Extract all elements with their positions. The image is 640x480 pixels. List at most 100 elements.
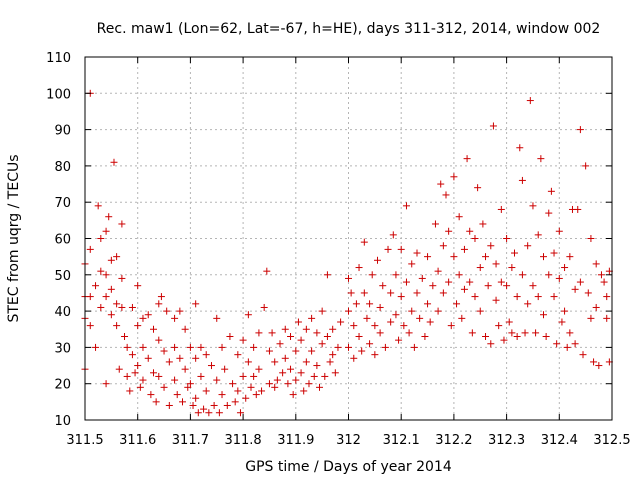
data-point — [107, 256, 115, 264]
data-point — [358, 347, 366, 355]
data-point — [550, 293, 558, 301]
data-point — [323, 271, 331, 279]
data-point — [553, 340, 561, 348]
data-point — [252, 391, 260, 399]
data-point — [234, 387, 242, 395]
data-point — [561, 307, 569, 315]
data-point — [392, 271, 400, 279]
data-point — [171, 376, 179, 384]
x-tick-label: 312.2 — [435, 433, 472, 448]
data-point — [302, 358, 310, 366]
data-point — [429, 282, 437, 290]
data-point — [318, 340, 326, 348]
x-tick-label: 312.1 — [383, 433, 420, 448]
y-tick-label: 30 — [54, 341, 71, 356]
data-point — [463, 155, 471, 163]
data-point — [363, 314, 371, 322]
data-point — [534, 293, 542, 301]
data-point — [484, 282, 492, 290]
data-point — [524, 242, 532, 250]
data-point — [165, 358, 173, 366]
x-tick-label: 311.9 — [277, 433, 314, 448]
data-point — [395, 336, 403, 344]
y-tick-label: 90 — [54, 124, 71, 139]
data-point — [524, 300, 532, 308]
grid-lines — [85, 57, 612, 420]
data-point — [305, 380, 313, 388]
data-point — [566, 329, 574, 337]
data-point — [482, 253, 490, 261]
data-point — [150, 369, 158, 377]
data-point — [450, 173, 458, 181]
data-point — [200, 405, 208, 413]
data-point — [566, 253, 574, 261]
data-point — [134, 282, 142, 290]
y-tick-label: 70 — [54, 196, 71, 211]
data-point — [466, 227, 474, 235]
data-point — [550, 249, 558, 257]
data-point — [292, 376, 300, 384]
data-point — [265, 380, 273, 388]
data-point — [497, 205, 505, 213]
data-point — [210, 401, 218, 409]
x-tick-label: 312.3 — [488, 433, 525, 448]
data-point — [574, 205, 582, 213]
data-point — [152, 398, 160, 406]
data-point — [373, 256, 381, 264]
data-point — [244, 311, 252, 319]
data-point — [379, 282, 387, 290]
data-point — [355, 333, 363, 341]
data-point — [424, 253, 432, 261]
data-point — [255, 329, 263, 337]
data-point — [352, 300, 360, 308]
y-tick-label: 100 — [46, 87, 71, 102]
data-point — [471, 235, 479, 242]
data-point — [194, 409, 202, 417]
data-point — [487, 340, 495, 348]
data-point — [405, 329, 413, 337]
data-point — [242, 394, 250, 402]
data-point — [368, 271, 376, 279]
data-point — [563, 343, 571, 351]
data-point — [239, 336, 247, 344]
data-point — [105, 213, 113, 221]
data-point — [439, 289, 447, 297]
data-point — [271, 358, 279, 366]
data-point — [350, 322, 358, 330]
data-point — [558, 318, 566, 326]
data-point — [468, 329, 476, 337]
data-point — [197, 343, 205, 351]
data-point — [521, 329, 529, 337]
data-point — [218, 391, 226, 399]
data-point — [366, 300, 374, 308]
data-point — [113, 300, 121, 308]
y-tick-label: 20 — [54, 378, 71, 393]
data-point — [144, 311, 152, 319]
data-point — [297, 369, 305, 377]
y-tick-label: 10 — [54, 414, 71, 429]
data-point — [376, 303, 384, 311]
data-point — [329, 351, 337, 359]
data-point — [134, 322, 142, 330]
data-point — [213, 376, 221, 384]
data-point — [207, 362, 215, 370]
data-point — [139, 376, 147, 384]
data-point — [97, 303, 105, 311]
data-point — [171, 314, 179, 322]
data-point — [413, 249, 421, 257]
data-point — [173, 391, 181, 399]
data-point — [186, 343, 194, 351]
data-point — [323, 333, 331, 341]
data-point — [366, 340, 374, 348]
data-point — [326, 358, 334, 366]
data-point — [479, 220, 487, 228]
data-point — [155, 300, 163, 308]
data-point — [192, 394, 200, 402]
data-point — [458, 314, 466, 322]
data-point — [537, 155, 545, 163]
y-tick-label: 80 — [54, 160, 71, 175]
data-point — [439, 242, 447, 250]
data-point — [313, 362, 321, 370]
data-point — [316, 383, 324, 391]
data-point — [202, 351, 210, 359]
